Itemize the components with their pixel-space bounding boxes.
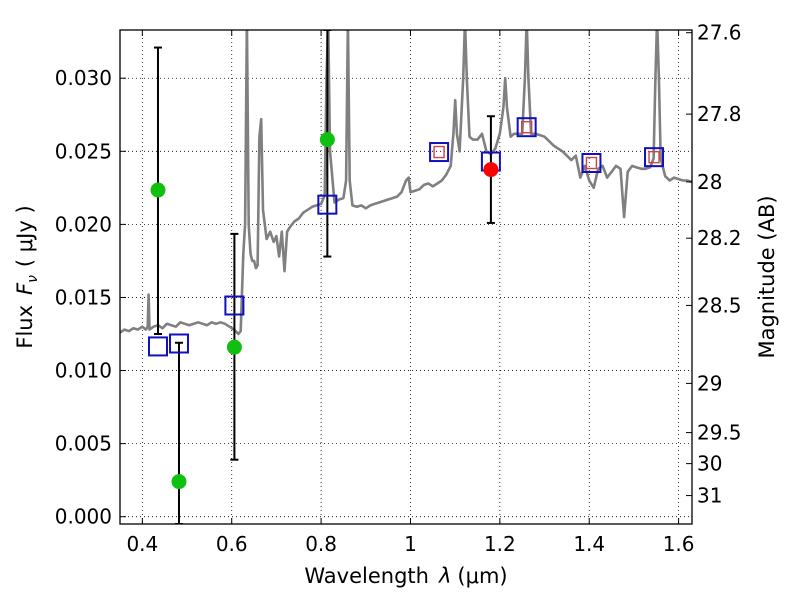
y-axis-label-subscript: ν [25,275,41,283]
model-photometry-inner-box [585,156,598,170]
model-spectrum-line [120,30,692,336]
plot-frame [119,29,693,525]
observed-point [319,132,335,148]
plot-area [120,30,692,524]
x-tick-label: 0.8 [305,532,337,556]
axis-ticks [120,30,692,524]
model-photometry-inner-box [433,145,445,159]
x-axis-label: Wavelength λ (μm) [304,564,507,588]
y-tick-label: 0.030 [55,66,112,90]
x-tick-label: 1 [404,532,417,556]
magnitude-tick-label: 28.5 [697,293,742,317]
observed-point [483,162,499,178]
plot-background [120,30,692,524]
model-photometry-box [168,333,189,354]
x-tick-label: 1.6 [663,532,695,556]
x-axis-label-symbol: λ [438,564,451,588]
magnitude-tick-label: 27.6 [697,21,742,45]
y-tick-label: 0.025 [55,139,112,163]
x-tick-label: 0.6 [216,532,248,556]
observed-point [150,182,166,198]
observed-point [226,339,242,355]
model-photometry-inner-box [648,150,660,164]
model-spectrum [120,30,692,336]
observed-point [171,474,187,490]
y-tick-label: 0.020 [55,212,112,236]
magnitude-tick-label: 29.5 [697,421,742,445]
y-axis-label-unit: ( μJy ) [13,205,37,267]
y-axis-label-symbol: F [13,282,37,295]
y-tick-label: 0.005 [55,432,112,456]
magnitude-tick-label: 29 [697,371,722,395]
y-axis-label: Flux Fν ( μJy ) [13,205,41,348]
model-photometry-inner-box [520,120,533,134]
model-photometry-box [516,117,537,138]
model-photometry-box [147,336,168,357]
observed-photometry-markers [150,132,499,490]
y-tick-label: 0.000 [55,505,112,529]
x-tick-label: 1.2 [484,532,516,556]
magnitude-tick-label: 27.8 [697,102,742,126]
x-tick-labels: 0.4 0.6 0.8 1 1.2 1.4 1.6 [126,532,694,556]
x-axis-label-unit: (μm) [457,564,507,588]
x-axis-label-text: Wavelength [304,564,429,588]
y-tick-label: 0.015 [55,285,112,309]
y2-axis-label: Magnitude (AB) [755,195,779,358]
magnitude-tick-label: 31 [697,484,722,508]
y-tick-labels: 0.000 0.005 0.010 0.015 0.020 0.025 0.030 [55,66,112,528]
model-photometry-box [581,153,602,173]
y-axis-label-text: Flux [13,305,37,349]
model-photometry-box [317,194,338,215]
model-photometry-box [644,147,665,168]
x-tick-label: 1.4 [573,532,605,556]
y-tick-label: 0.010 [55,359,112,383]
magnitude-tick-labels: 27.6 27.8 28 28.2 28.5 29 29.5 30 31 [697,21,742,508]
magnitude-tick-label: 28 [697,170,722,194]
model-photometry-box [224,295,245,316]
model-photometry-markers [147,117,665,357]
grid-lines [120,30,692,524]
magnitude-tick-label: 28.2 [697,226,742,250]
magnitude-tick-label: 30 [697,452,722,476]
model-photometry-box [429,142,450,163]
x-tick-label: 0.4 [126,532,158,556]
